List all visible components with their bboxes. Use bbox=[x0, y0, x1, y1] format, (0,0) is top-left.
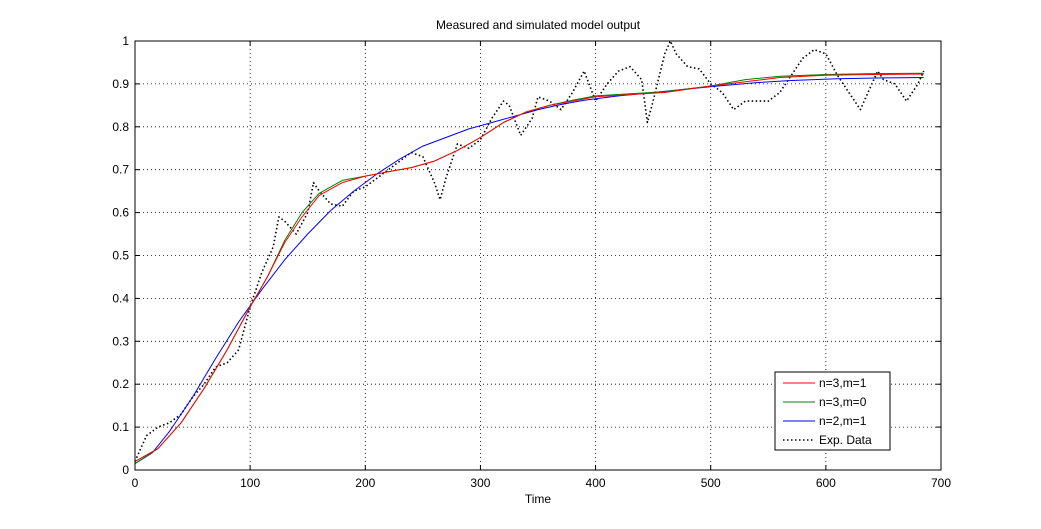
x-axis-label: Time bbox=[525, 492, 552, 506]
y-tick-label: 0 bbox=[122, 463, 129, 477]
legend: n=3,m=1 n=3,m=0 n=2,m=1 Exp. Data bbox=[774, 371, 891, 451]
x-tick-label: 0 bbox=[132, 476, 139, 490]
series-line-1 bbox=[134, 73, 924, 462]
x-tick-label: 700 bbox=[931, 476, 951, 490]
plot-frame bbox=[134, 40, 942, 471]
legend-label: n=3,m=1 bbox=[819, 376, 867, 390]
legend-label: n=3,m=0 bbox=[819, 395, 867, 409]
series-lines bbox=[134, 40, 925, 465]
y-tick-label: 0.9 bbox=[112, 77, 129, 91]
y-tick-label: 0.7 bbox=[112, 163, 129, 177]
series-line-4 bbox=[134, 40, 925, 462]
series-line-3 bbox=[134, 77, 924, 465]
chart-title: Measured and simulated model output bbox=[436, 18, 641, 32]
y-tick-label: 0.3 bbox=[112, 334, 129, 348]
y-tick-label: 0.2 bbox=[112, 377, 129, 391]
legend-label: n=2,m=1 bbox=[819, 414, 867, 428]
y-tick-label: 0.4 bbox=[112, 291, 129, 305]
axis-ticks: 0 100 200 300 400 500 600 700 0 0.1 0.2 0.3 0.4 0.5 0.… bbox=[112, 34, 951, 490]
y-tick-label: 0.6 bbox=[112, 206, 129, 220]
y-tick-label: 0.1 bbox=[112, 420, 129, 434]
y-tick-label: 0.8 bbox=[112, 120, 129, 134]
y-tick-label: 1 bbox=[122, 34, 129, 48]
x-tick-label: 100 bbox=[240, 476, 260, 490]
legend-label: Exp. Data bbox=[819, 433, 872, 447]
x-tick-label: 200 bbox=[355, 476, 375, 490]
x-tick-label: 600 bbox=[816, 476, 836, 490]
x-tick-label: 300 bbox=[470, 476, 490, 490]
y-tick-label: 0.5 bbox=[112, 249, 129, 263]
x-tick-label: 500 bbox=[701, 476, 721, 490]
x-tick-label: 400 bbox=[586, 476, 606, 490]
legend-box bbox=[774, 371, 891, 451]
